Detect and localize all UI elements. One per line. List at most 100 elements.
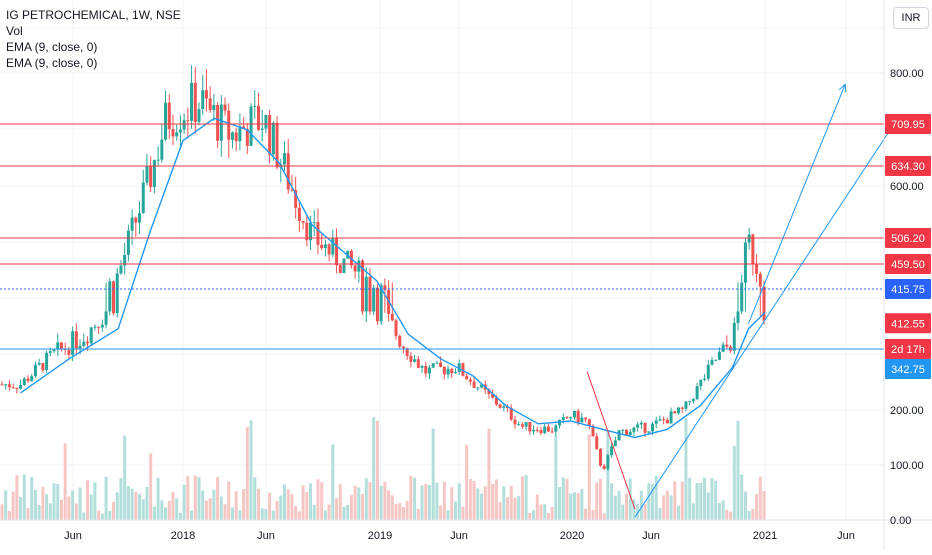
chart-legend: IG PETROCHEMICAL, 1W, NSE Vol EMA (9, cl… [6, 7, 181, 71]
volume-bar-54 [201, 490, 205, 520]
candle-body-177 [658, 419, 662, 421]
price-tags: 709.95 634.30 506.20 459.50 415.75 342.75 412.… [885, 114, 931, 379]
volume-bar-139 [517, 496, 521, 520]
volume-bar-71 [264, 509, 268, 520]
candle-body-42 [156, 159, 160, 161]
candle-body-149 [554, 425, 558, 432]
volume-bar-104 [387, 490, 391, 520]
volume-bar-109 [405, 500, 409, 520]
candle-body-73 [271, 122, 275, 155]
volume-bar-79 [294, 505, 298, 520]
legend-title[interactable]: IG PETROCHEMICAL, 1W, NSE [6, 8, 181, 22]
volume-bar-181 [673, 481, 677, 520]
candle-body-49 [182, 120, 186, 130]
volume-bar-19 [71, 490, 75, 520]
price-axis[interactable]: 800.00 600.00 200.00 100.00 0.00 [890, 68, 924, 527]
volume-bar-99 [368, 482, 372, 520]
candle-body-145 [539, 430, 543, 434]
volume-bar-175 [651, 484, 655, 520]
legend-ema-1[interactable]: EMA (9, close, 0) [6, 40, 98, 54]
volume-bar-125 [465, 444, 469, 520]
volume-bar-172 [639, 490, 643, 520]
candle-body-79 [294, 189, 298, 208]
volume-bar-195 [725, 509, 729, 520]
volume-bar-82 [305, 492, 309, 520]
candle-body-103 [383, 285, 387, 291]
candle-body-7 [26, 378, 30, 382]
candle-body-102 [379, 285, 383, 322]
x-tick-label-5: 2020 [560, 530, 584, 542]
candle-body-78 [290, 189, 294, 191]
volume-bar-16 [59, 499, 63, 520]
volume-bar-33 [123, 435, 127, 520]
candle-body-35 [130, 217, 134, 231]
volume-bar-203 [755, 494, 759, 520]
volume-bar-28 [104, 476, 108, 520]
candle-body-178 [662, 419, 666, 421]
candle-body-15 [56, 342, 60, 350]
volume-bar-40 [149, 453, 153, 520]
candle-body-107 [398, 335, 402, 347]
volume-bar-105 [390, 495, 394, 520]
volume-bar-189 [703, 477, 707, 520]
volume-bar-85 [316, 479, 320, 520]
volume-bar-154 [572, 492, 576, 520]
candle-body-50 [186, 120, 190, 122]
volume-bar-4 [15, 475, 19, 520]
candle-body-52 [193, 82, 197, 123]
candle-body-199 [740, 282, 744, 312]
trendline-uptrend-2-arrow [748, 84, 846, 324]
volume-bar-77 [286, 489, 290, 520]
volume-bar-201 [747, 510, 751, 520]
candle-body-48 [178, 129, 182, 133]
candle-body-54 [201, 90, 205, 110]
volume-bar-32 [119, 478, 123, 520]
legend-volume[interactable]: Vol [6, 24, 23, 38]
volume-bar-34 [126, 485, 130, 520]
volume-bar-115 [427, 484, 431, 520]
volume-bar-66 [245, 427, 249, 520]
legend-ema-2[interactable]: EMA (9, close, 0) [6, 56, 98, 70]
volume-bar-173 [643, 504, 647, 520]
candle-body-70 [260, 128, 264, 130]
volume-bar-27 [100, 513, 104, 520]
volume-bar-180 [669, 495, 673, 520]
time-axis[interactable]: Jun 2018 Jun 2019 Jun 2020 Jun 2021 Jun [64, 530, 855, 542]
volume-bar-192 [714, 480, 718, 520]
candle-body-20 [74, 331, 78, 349]
volume-bar-186 [691, 503, 695, 520]
candle-body-44 [164, 102, 168, 140]
volume-bar-188 [699, 482, 703, 520]
candle-body-84 [312, 222, 316, 224]
volume-bar-121 [450, 487, 454, 520]
volume-bar-177 [658, 508, 662, 520]
trendline-arrowhead [838, 83, 847, 93]
currency-button[interactable]: INR [893, 7, 929, 29]
candle-body-72 [268, 115, 272, 155]
candle-body-174 [647, 431, 651, 433]
trendline-downtrend [586, 371, 636, 510]
candle-body-151 [561, 417, 565, 420]
volume-bar-73 [271, 510, 275, 520]
volume-bar-134 [498, 502, 502, 520]
candle-body-83 [309, 222, 313, 241]
candle-body-32 [119, 265, 123, 274]
candle-body-43 [160, 139, 164, 160]
price-tag-bg-0 [885, 114, 931, 134]
volume-bar-61 [227, 481, 231, 520]
volume-bar-81 [301, 485, 305, 520]
x-tick-label-1: 2018 [171, 530, 195, 542]
candle-body-150 [558, 419, 562, 426]
candle-body-82 [305, 222, 309, 241]
candle-body-162 [602, 465, 606, 469]
candle-body-16 [59, 342, 63, 349]
candle-body-202 [751, 234, 755, 265]
volume-bar-42 [156, 477, 160, 520]
volume-bar-94 [349, 495, 353, 520]
candle-body-132 [491, 394, 495, 398]
candle-body-45 [167, 102, 171, 130]
volume-bar-122 [453, 501, 457, 520]
candle-body-56 [208, 98, 212, 111]
